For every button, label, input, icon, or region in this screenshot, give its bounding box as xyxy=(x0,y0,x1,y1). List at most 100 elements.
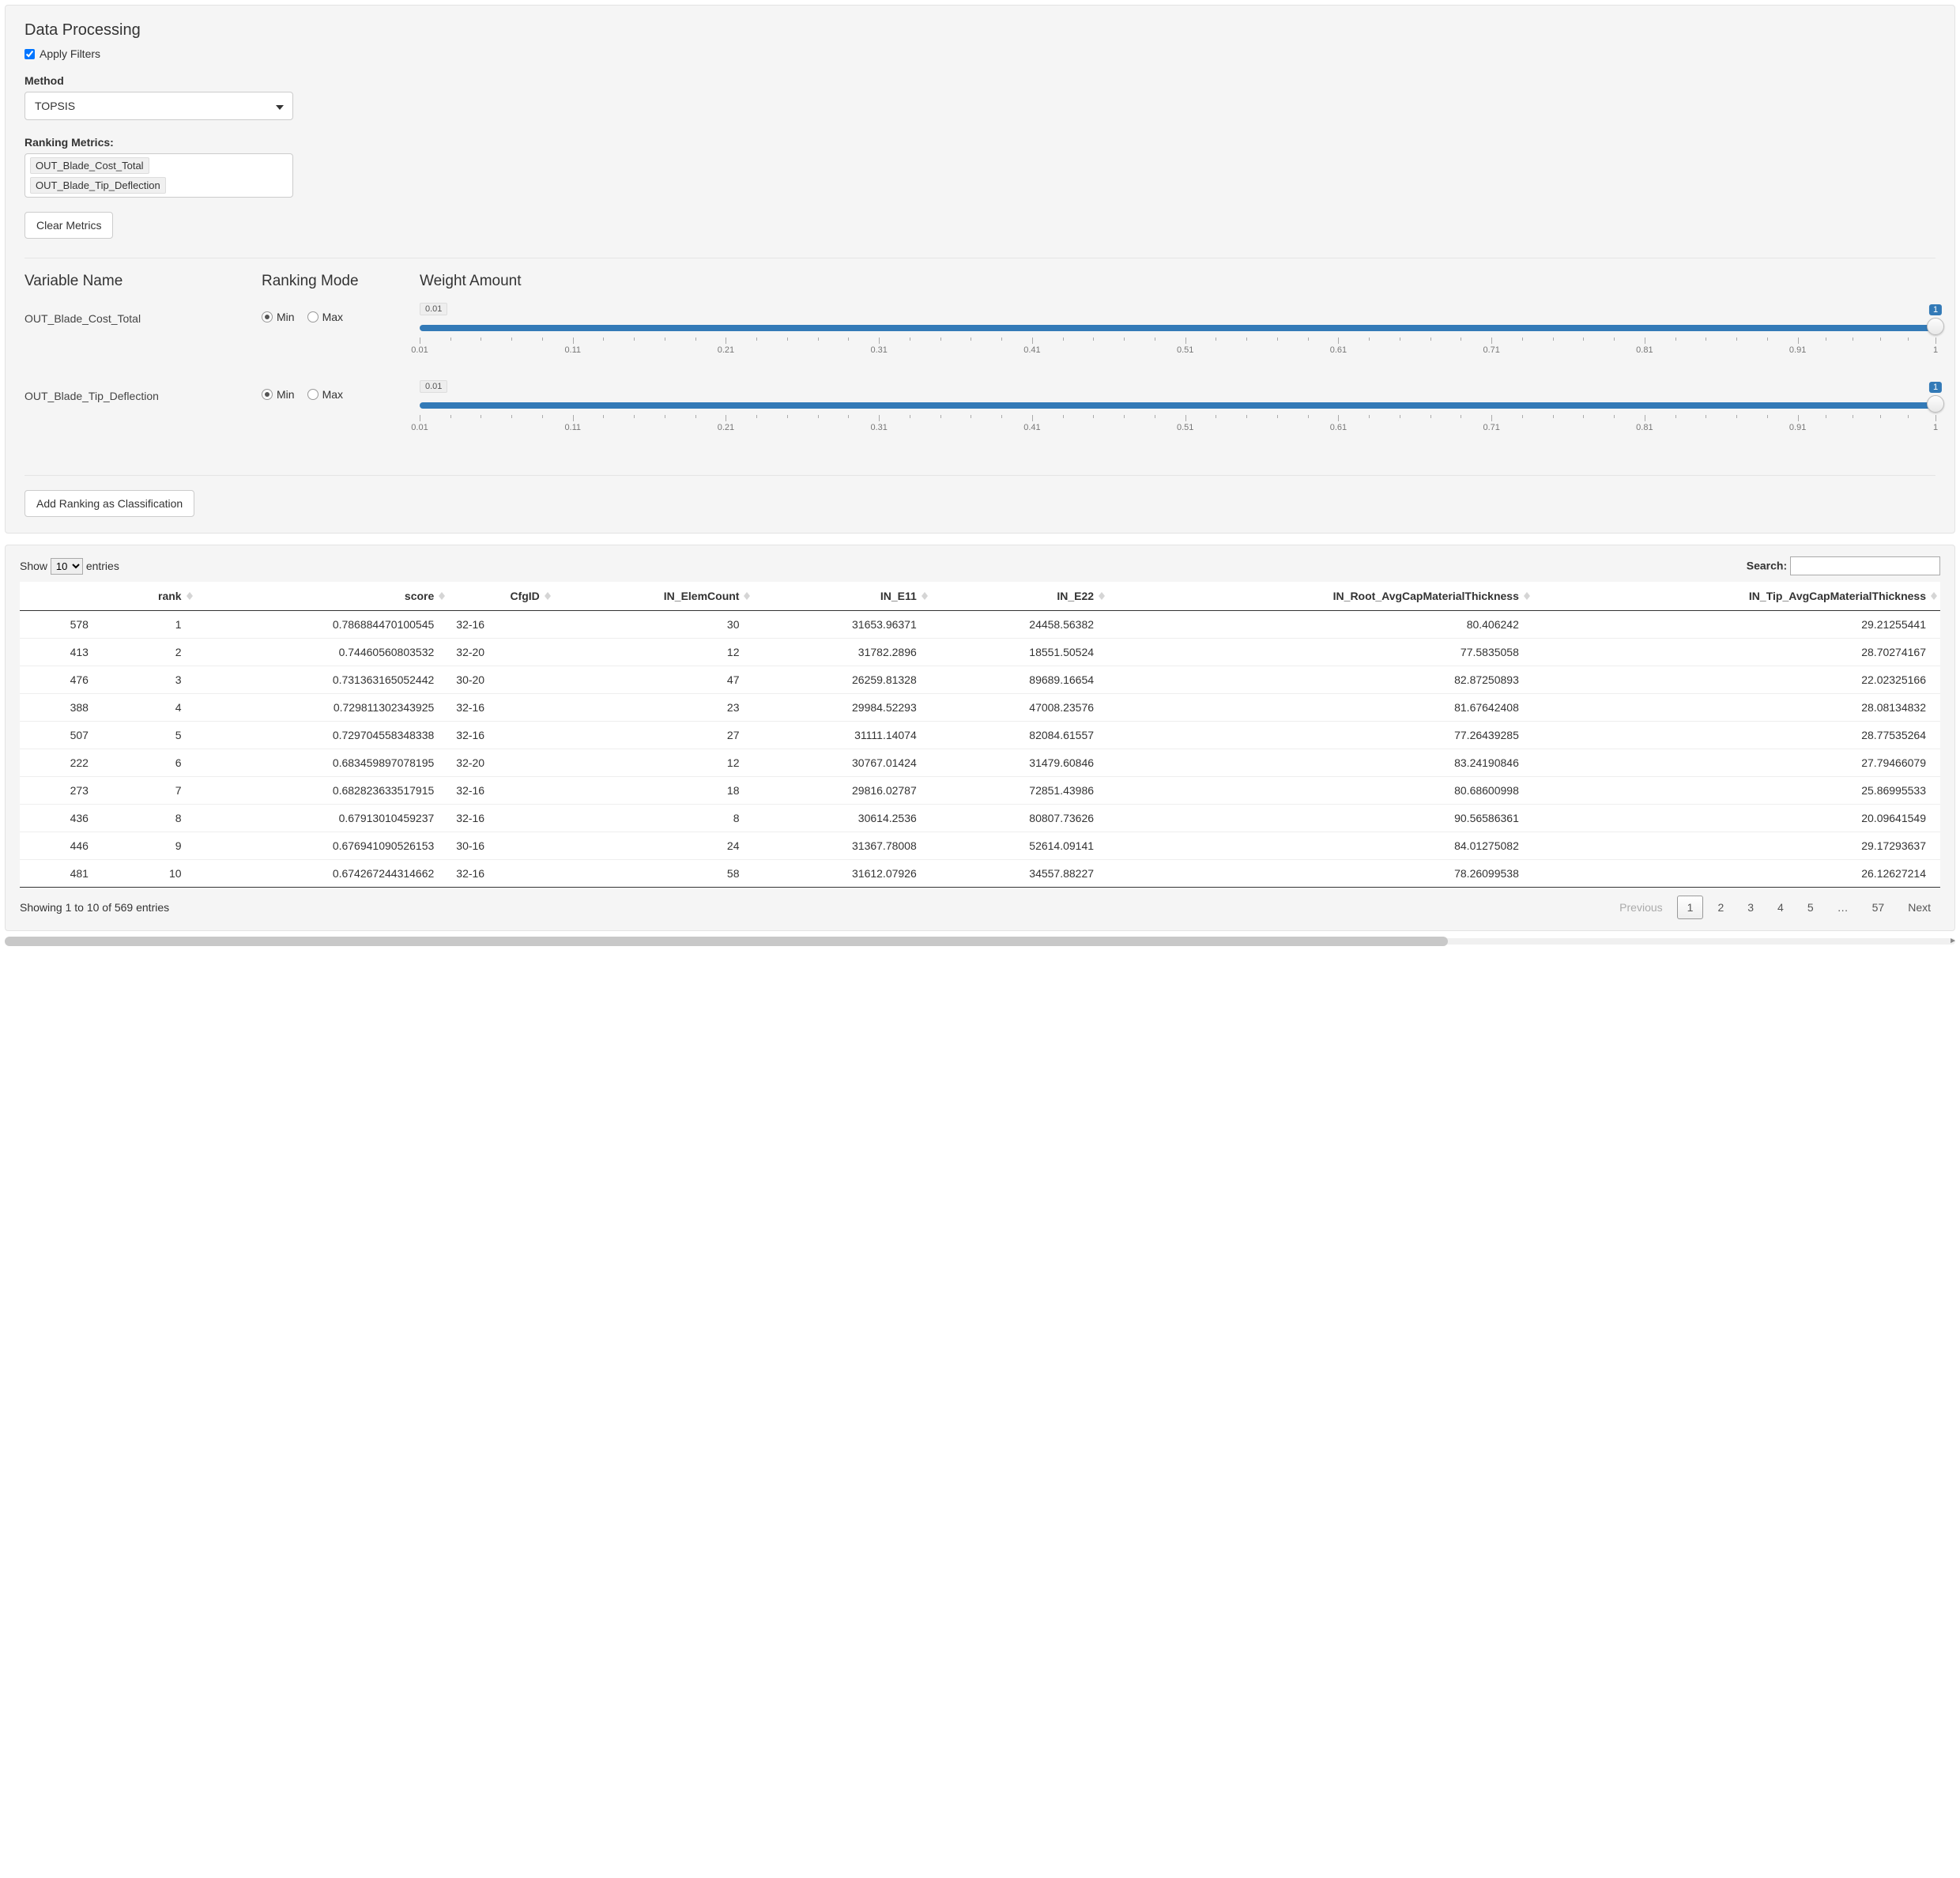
table-cell: 32-16 xyxy=(448,722,553,749)
pager-page[interactable]: 1 xyxy=(1677,896,1704,919)
table-row[interactable]: 47630.73136316505244230-204726259.813288… xyxy=(20,666,1940,694)
apply-filters-checkbox[interactable] xyxy=(24,49,35,59)
apply-filters-label[interactable]: Apply Filters xyxy=(40,47,100,60)
radio-icon xyxy=(307,311,318,322)
mode-max-radio[interactable]: Max xyxy=(307,388,343,401)
table-row[interactable]: 44690.67694109052615330-162431367.780085… xyxy=(20,832,1940,860)
method-select[interactable]: TOPSIS xyxy=(24,92,293,120)
slider-track xyxy=(420,402,1936,409)
slider-ticks xyxy=(420,338,1936,345)
slider-readout: 0.01 xyxy=(420,303,447,315)
table-cell: 273 xyxy=(20,777,103,805)
table-cell: 27.79466079 xyxy=(1533,749,1940,777)
table-row[interactable]: 43680.6791301045923732-16830614.25368080… xyxy=(20,805,1940,832)
table-cell: 32-16 xyxy=(448,777,553,805)
table-row[interactable]: 38840.72981130234392532-162329984.522934… xyxy=(20,694,1940,722)
slider-handle[interactable] xyxy=(1927,395,1944,413)
table-cell: 80.68600998 xyxy=(1108,777,1533,805)
pager-page[interactable]: 4 xyxy=(1768,896,1793,918)
column-header-label: rank xyxy=(158,590,182,602)
horizontal-scrollbar[interactable]: ◄ ► xyxy=(5,936,1955,947)
sort-icon xyxy=(187,592,193,600)
table-cell: 77.5835058 xyxy=(1108,639,1533,666)
data-processing-panel: Data Processing Apply Filters Method TOP… xyxy=(5,5,1955,534)
pager-previous[interactable]: Previous xyxy=(1610,896,1672,918)
scrollbar-thumb[interactable] xyxy=(5,937,1448,946)
table-cell: 6 xyxy=(103,749,196,777)
table-row[interactable]: 481100.67426724431466232-165831612.07926… xyxy=(20,860,1940,888)
pager-page[interactable]: 5 xyxy=(1798,896,1823,918)
column-header[interactable]: IN_ElemCount xyxy=(554,582,754,611)
weight-amount-header: Weight Amount xyxy=(420,273,1936,290)
table-cell: 80.406242 xyxy=(1108,611,1533,639)
page-size-select[interactable]: 10 xyxy=(51,558,83,575)
table-cell: 388 xyxy=(20,694,103,722)
table-cell: 22.02325166 xyxy=(1533,666,1940,694)
table-cell: 83.24190846 xyxy=(1108,749,1533,777)
search-input[interactable] xyxy=(1790,556,1940,575)
table-scroll[interactable]: rank scoreCfgIDIN_ElemCount IN_E11 IN_E22 IN… xyxy=(20,582,1940,888)
column-header[interactable]: IN_Tip_AvgCapMaterialThickness xyxy=(1533,582,1940,611)
table-cell: 26259.81328 xyxy=(753,666,930,694)
table-row[interactable]: 27370.68282363351791532-161829816.027877… xyxy=(20,777,1940,805)
column-header[interactable]: rank xyxy=(103,582,196,611)
search-label: Search: xyxy=(1747,560,1787,572)
table-cell: 30-16 xyxy=(448,832,553,860)
weight-slider[interactable]: 0.0110.010.110.210.310.410.510.610.710.8… xyxy=(420,301,1936,356)
metric-tag[interactable]: OUT_Blade_Cost_Total xyxy=(30,157,149,174)
panel-title: Data Processing xyxy=(24,21,1936,40)
table-row[interactable]: 22260.68345989707819532-201230767.014243… xyxy=(20,749,1940,777)
pager-page[interactable]: 2 xyxy=(1708,896,1733,918)
method-select-value: TOPSIS xyxy=(35,100,75,112)
column-header[interactable]: IN_Root_AvgCapMaterialThickness xyxy=(1108,582,1533,611)
table-cell: 28.77535264 xyxy=(1533,722,1940,749)
mode-min-radio[interactable]: Min xyxy=(262,311,295,323)
table-cell: 578 xyxy=(20,611,103,639)
sort-icon xyxy=(545,592,551,600)
radio-icon xyxy=(262,389,273,400)
weight-slider[interactable]: 0.0110.010.110.210.310.410.510.610.710.8… xyxy=(420,379,1936,434)
column-header[interactable] xyxy=(20,582,103,611)
table-cell: 507 xyxy=(20,722,103,749)
column-header-label: IN_E11 xyxy=(880,590,917,602)
table-row[interactable]: 50750.72970455834833832-162731111.140748… xyxy=(20,722,1940,749)
table-cell: 18 xyxy=(554,777,754,805)
table-cell: 81.67642408 xyxy=(1108,694,1533,722)
slider-readout: 0.01 xyxy=(420,380,447,393)
column-header[interactable]: IN_E11 xyxy=(753,582,930,611)
ranking-mode-group: Min Max xyxy=(262,379,404,401)
add-ranking-button[interactable]: Add Ranking as Classification xyxy=(24,490,194,517)
clear-metrics-button[interactable]: Clear Metrics xyxy=(24,212,113,239)
pager-next[interactable]: Next xyxy=(1898,896,1940,918)
table-cell: 31782.2896 xyxy=(753,639,930,666)
ranking-metrics-input[interactable]: OUT_Blade_Cost_Total OUT_Blade_Tip_Deflec… xyxy=(24,153,293,198)
column-header[interactable]: IN_E22 xyxy=(931,582,1108,611)
column-header[interactable]: CfgID xyxy=(448,582,553,611)
table-row[interactable]: 57810.78688447010054532-163031653.963712… xyxy=(20,611,1940,639)
table-cell: 12 xyxy=(554,749,754,777)
ranking-metrics-label: Ranking Metrics: xyxy=(24,136,1936,149)
table-cell: 29984.52293 xyxy=(753,694,930,722)
mode-min-radio[interactable]: Min xyxy=(262,388,295,401)
slider-value-badge: 1 xyxy=(1929,304,1942,315)
table-row[interactable]: 41320.7446056080353232-201231782.2896185… xyxy=(20,639,1940,666)
mode-max-radio[interactable]: Max xyxy=(307,311,343,323)
column-header-label: IN_Root_AvgCapMaterialThickness xyxy=(1333,590,1519,602)
sort-icon xyxy=(744,592,750,600)
table-cell: 413 xyxy=(20,639,103,666)
ranking-mode-header: Ranking Mode xyxy=(262,273,404,290)
column-header[interactable]: score xyxy=(196,582,449,611)
pager-page[interactable]: 3 xyxy=(1738,896,1763,918)
table-cell: 32-20 xyxy=(448,639,553,666)
metric-tag[interactable]: OUT_Blade_Tip_Deflection xyxy=(30,177,166,194)
table-cell: 32-16 xyxy=(448,611,553,639)
table-cell: 2 xyxy=(103,639,196,666)
show-label-pre: Show xyxy=(20,560,47,572)
pager-page[interactable]: 57 xyxy=(1863,896,1894,918)
results-panel: Show 10 entries Search: rankscoreCfgIDIN… xyxy=(5,545,1955,931)
slider-handle[interactable] xyxy=(1927,318,1944,335)
table-cell: 80807.73626 xyxy=(931,805,1108,832)
table-cell: 1 xyxy=(103,611,196,639)
scroll-right-icon: ► xyxy=(1949,937,1957,945)
column-header-label: IN_E22 xyxy=(1057,590,1094,602)
